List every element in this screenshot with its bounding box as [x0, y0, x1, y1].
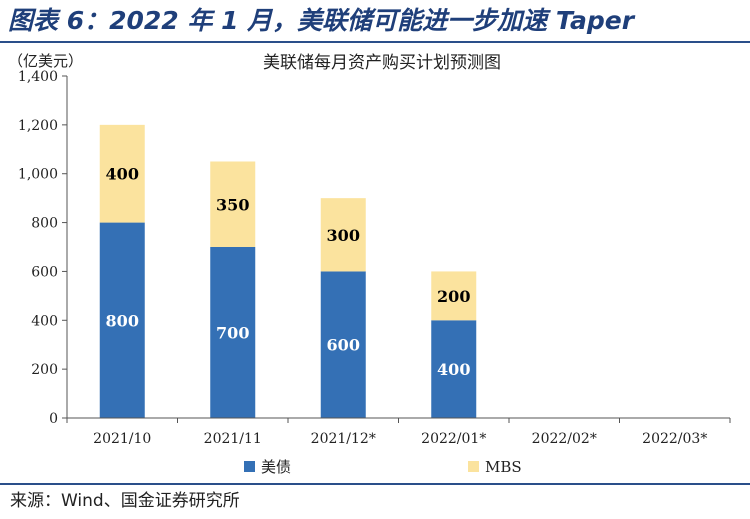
- data-label: 400: [106, 165, 139, 184]
- data-label: 350: [216, 195, 249, 214]
- y-tick-label: 1,400: [18, 69, 58, 85]
- x-tick-label: 2021/11: [204, 431, 262, 447]
- axes: [66, 76, 730, 419]
- x-axis-ticks: 2021/10 2021/11 2021/12* 2022/01* 2022/02* 20…: [66, 418, 731, 447]
- x-tick-label: 2022/01*: [421, 431, 486, 447]
- legend-label: 美债: [261, 458, 291, 476]
- x-tick-label: 2022/02*: [532, 431, 597, 447]
- y-tick-label: 0: [49, 411, 58, 427]
- y-tick-label: 800: [31, 216, 58, 232]
- legend: 美债 MBS: [244, 458, 522, 476]
- bar-segment: [210, 247, 256, 418]
- data-label: 700: [216, 324, 249, 343]
- top-rule: [0, 41, 750, 43]
- source-note: 来源：Wind、国金证券研究所: [10, 491, 240, 511]
- bar-segment: [99, 124, 145, 223]
- y-tick-label: 600: [31, 264, 58, 280]
- x-tick-label: 2021/10: [93, 431, 151, 447]
- chart-title: 美联储每月资产购买计划预测图: [263, 53, 501, 73]
- data-label: 400: [437, 360, 470, 379]
- legend-swatch: [468, 461, 479, 472]
- data-label: 600: [327, 336, 360, 355]
- bar-segment: [431, 271, 477, 321]
- data-label: 300: [327, 226, 360, 245]
- bar-segment: [210, 161, 256, 247]
- bar-segment: [320, 271, 366, 418]
- y-tick-label: 1,200: [18, 118, 58, 134]
- figure-title: 图表 6：2022 年 1 月，美联储可能进一步加速 Taper: [8, 6, 635, 35]
- y-tick-label: 400: [31, 313, 58, 329]
- bar-segment: [431, 320, 477, 418]
- x-tick-label: 2021/12*: [311, 431, 376, 447]
- bars: 800 400 700 350 600 300 400 200: [99, 124, 477, 418]
- legend-swatch: [244, 461, 255, 472]
- data-label: 800: [106, 311, 139, 330]
- y-axis-ticks: 0 200 400 600 800 1,000 1,200 1,400: [18, 69, 67, 427]
- stacked-bar-chart: （亿美元） 美联储每月资产购买计划预测图 0 200 400 600 800 1,000 1…: [8, 52, 731, 476]
- legend-label: MBS: [485, 458, 522, 476]
- y-tick-label: 1,000: [18, 167, 58, 183]
- x-tick-label: 2022/03*: [642, 431, 707, 447]
- data-label: 200: [437, 287, 470, 306]
- bar-segment: [320, 198, 366, 272]
- bar-segment: [99, 222, 145, 418]
- bottom-rule: [0, 483, 750, 485]
- y-tick-label: 200: [31, 362, 58, 378]
- y-axis-unit-label: （亿美元）: [8, 52, 83, 70]
